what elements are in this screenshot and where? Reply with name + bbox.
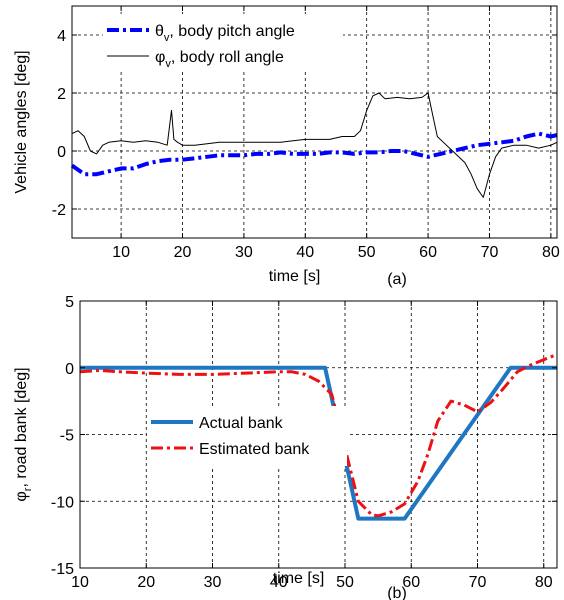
chart-b-y-axis-symbol: φ — [13, 491, 30, 501]
legend-pitch-text: , body pitch angle — [169, 23, 295, 40]
chart-a-frame — [71, 5, 558, 239]
series-line-actual — [80, 365, 557, 521]
legend-roll-subscript: v — [165, 58, 171, 70]
chart-b-x-axis-label: time [s] — [273, 570, 325, 587]
chart-a-y-axis-label: Vehicle angles [deg] — [13, 50, 30, 193]
y-tick-label: -15 — [51, 561, 74, 578]
chart-a-y-ticks: -2 0 2 4 — [52, 28, 557, 219]
legend-estimated-label: Estimated bank — [199, 441, 310, 458]
series-line-estimated — [79, 353, 558, 518]
x-tick-label: 20 — [137, 574, 155, 591]
x-tick-label: 40 — [270, 574, 288, 591]
chart-b-x-ticks: 10 20 30 40 50 60 70 80 — [71, 301, 553, 591]
x-tick-label: 60 — [402, 574, 420, 591]
chart-b-y-axis-subscript: r — [22, 487, 34, 491]
legend-pitch-label: θv, body pitch angle — [155, 23, 295, 44]
legend-pitch-symbol: θ — [155, 23, 164, 40]
x-tick-label: 40 — [296, 244, 314, 261]
chart-a-panel-label: (a) — [387, 271, 407, 288]
chart-b-legend-box — [147, 406, 347, 466]
x-tick-label: 20 — [174, 244, 192, 261]
x-tick-label: 10 — [112, 244, 130, 261]
y-tick-label: -2 — [52, 202, 66, 219]
chart-b: 10 20 30 40 50 60 70 80 -15 -10 -5 0 5 time [s] (b)… — [13, 294, 558, 600]
legend-roll-text: , body roll angle — [171, 49, 284, 66]
y-tick-label: -10 — [51, 494, 74, 511]
series-line-pitch — [70, 131, 558, 177]
series-line-roll — [71, 92, 558, 198]
y-tick-label: 0 — [65, 361, 74, 378]
chart-a-x-axis-label: time [s] — [269, 268, 321, 285]
legend-actual-label: Actual bank — [199, 415, 284, 432]
chart-b-series — [79, 353, 558, 521]
y-tick-label: -5 — [60, 428, 74, 445]
x-tick-label: 30 — [204, 574, 222, 591]
chart-a: 10 20 30 40 50 60 70 80 -2 0 2 4 time [s] (a) Vehi… — [13, 5, 560, 288]
chart-a-legend: θv, body pitch angle φv, body roll angle — [103, 14, 343, 70]
y-tick-label: 5 — [65, 294, 74, 311]
chart-b-panel-label: (b) — [387, 585, 407, 600]
x-tick-label: 80 — [542, 244, 560, 261]
x-tick-label: 30 — [235, 244, 253, 261]
x-tick-label: 50 — [336, 574, 354, 591]
x-tick-label: 60 — [419, 244, 437, 261]
chart-b-y-axis-label: φr, road bank [deg] — [13, 367, 34, 501]
x-tick-label: 70 — [481, 244, 499, 261]
x-tick-label: 70 — [469, 574, 487, 591]
y-tick-label: 0 — [57, 144, 66, 161]
legend-pitch-subscript: v — [164, 32, 170, 44]
chart-a-series — [70, 92, 558, 198]
chart-a-x-ticks: 10 20 30 40 50 60 70 80 — [112, 6, 560, 261]
chart-b-y-ticks: -15 -10 -5 0 5 — [51, 294, 557, 578]
x-tick-label: 10 — [71, 574, 89, 591]
x-tick-label: 80 — [535, 574, 553, 591]
legend-roll-symbol: φ — [155, 49, 165, 66]
chart-b-y-axis-text: , road bank [deg] — [13, 367, 30, 487]
chart-a-legend-box — [103, 14, 343, 70]
x-tick-label: 50 — [358, 244, 376, 261]
legend-roll-label: φv, body roll angle — [155, 49, 284, 70]
chart-b-legend: Actual bank Estimated bank — [147, 406, 347, 466]
y-tick-label: 4 — [57, 28, 66, 45]
y-tick-label: 2 — [57, 86, 66, 103]
